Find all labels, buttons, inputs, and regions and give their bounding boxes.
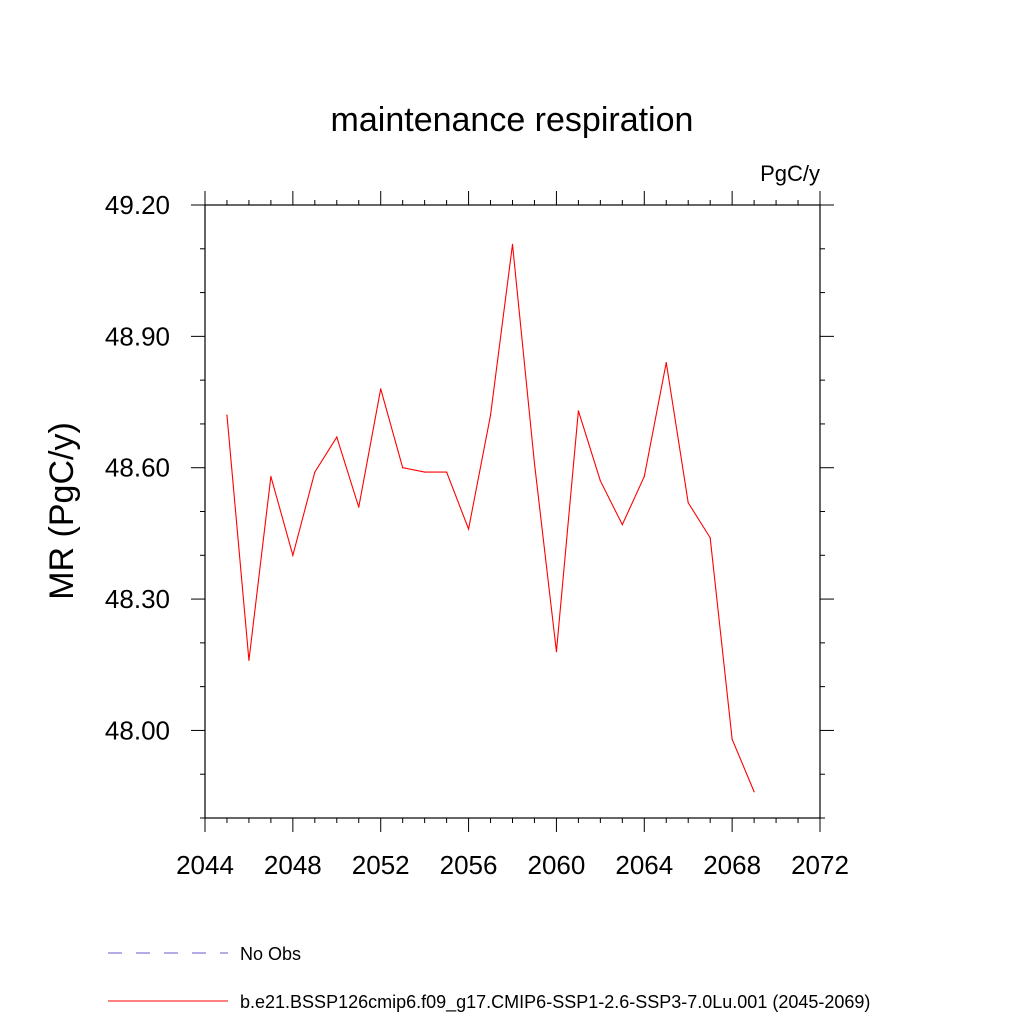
- data-point: [467, 528, 470, 530]
- x-tick-label: 2068: [703, 850, 761, 880]
- y-tick-label: 48.90: [105, 321, 170, 351]
- data-point: [314, 471, 316, 473]
- x-tick-label: 2056: [440, 850, 498, 880]
- data-point: [402, 467, 404, 469]
- x-tick-label: 2052: [352, 850, 410, 880]
- data-point: [380, 388, 382, 390]
- data-point: [599, 480, 601, 482]
- data-point: [270, 475, 272, 478]
- series-layer: [226, 243, 755, 793]
- legend: No Obs b.e21.BSSP126cmip6.f09_g17.CMIP6-…: [108, 944, 870, 1013]
- data-point: [336, 436, 338, 438]
- data-point: [248, 659, 250, 661]
- data-point: [577, 410, 579, 412]
- data-point: [226, 414, 228, 416]
- series-line-0: [226, 244, 755, 792]
- data-point: [643, 475, 645, 478]
- data-point: [424, 471, 426, 473]
- chart-title: maintenance respiration: [331, 101, 694, 139]
- data-point: [292, 554, 294, 556]
- data-point: [533, 462, 536, 464]
- data-point: [731, 738, 733, 740]
- x-tick-label: 2072: [791, 850, 849, 880]
- data-point: [446, 471, 448, 473]
- y-axis-label: MR (PgC/y): [43, 422, 81, 600]
- x-tick-label: 2064: [615, 850, 673, 880]
- data-point: [753, 791, 755, 793]
- data-point: [709, 537, 711, 539]
- x-tick-label: 2060: [528, 850, 586, 880]
- data-point: [555, 651, 558, 653]
- y-tick-label: 48.30: [105, 584, 170, 614]
- data-point: [489, 414, 492, 416]
- plot-frame: [204, 204, 821, 819]
- axes: 2044 2048 2052 2056 2060 2064 2068 2072 48.00 48.…: [105, 190, 849, 880]
- legend-label-model: b.e21.BSSP126cmip6.f09_g17.CMIP6-SSP1-2.…: [240, 992, 870, 1013]
- data-point: [665, 362, 667, 364]
- y-tick-label: 48.00: [105, 715, 170, 745]
- units-label: PgC/y: [760, 161, 820, 186]
- y-tick-label: 49.20: [105, 190, 170, 220]
- data-point: [511, 243, 514, 246]
- data-point: [687, 502, 689, 504]
- legend-label-no-obs: No Obs: [240, 944, 301, 964]
- x-tick-label: 2044: [176, 850, 234, 880]
- data-point: [358, 506, 360, 508]
- data-point: [621, 524, 623, 526]
- y-tick-label: 48.60: [105, 453, 170, 483]
- x-tick-label: 2048: [264, 850, 322, 880]
